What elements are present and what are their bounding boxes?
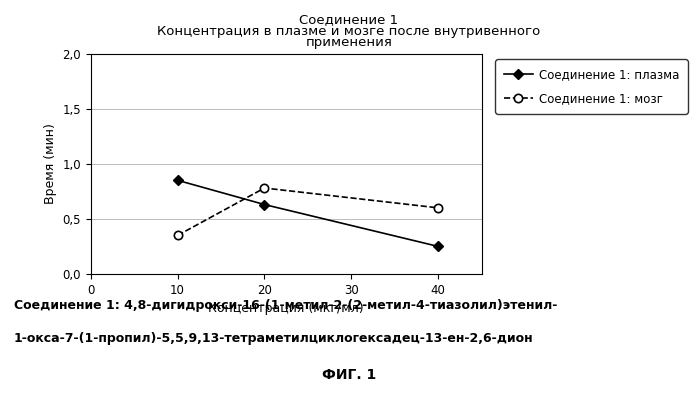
Text: ФИГ. 1: ФИГ. 1 bbox=[322, 368, 376, 382]
Соединение 1: мозг: (20, 0.78): мозг: (20, 0.78) bbox=[260, 185, 269, 190]
Соединение 1: плазма: (10, 0.85): плазма: (10, 0.85) bbox=[173, 178, 181, 183]
Text: 1-окса-7-(1-пропил)-5,5,9,13-тетраметилциклогексадец-13-ен-2,6-дион: 1-окса-7-(1-пропил)-5,5,9,13-тетраметилц… bbox=[14, 332, 533, 345]
Text: Соединение 1: Соединение 1 bbox=[299, 13, 399, 26]
Text: Концентрация в плазме и мозге после внутривенного: Концентрация в плазме и мозге после внут… bbox=[157, 25, 541, 38]
Text: Соединение 1: 4,8-дигидрокси-16-(1-метил-2-(2-метил-4-тиазолил)этенил-: Соединение 1: 4,8-дигидрокси-16-(1-метил… bbox=[14, 299, 557, 312]
Line: Соединение 1: мозг: Соединение 1: мозг bbox=[173, 184, 443, 239]
Text: применения: применения bbox=[306, 36, 392, 49]
Line: Соединение 1: плазма: Соединение 1: плазма bbox=[174, 177, 442, 250]
X-axis label: Концентрация (мкг/мл): Концентрация (мкг/мл) bbox=[209, 302, 364, 315]
Legend: Соединение 1: плазма, Соединение 1: мозг: Соединение 1: плазма, Соединение 1: мозг bbox=[496, 59, 688, 114]
Соединение 1: мозг: (10, 0.35): мозг: (10, 0.35) bbox=[173, 233, 181, 238]
Соединение 1: плазма: (20, 0.63): плазма: (20, 0.63) bbox=[260, 202, 269, 207]
Y-axis label: Время (мин): Время (мин) bbox=[44, 123, 57, 204]
Соединение 1: плазма: (40, 0.25): плазма: (40, 0.25) bbox=[434, 244, 443, 249]
Соединение 1: мозг: (40, 0.6): мозг: (40, 0.6) bbox=[434, 206, 443, 210]
